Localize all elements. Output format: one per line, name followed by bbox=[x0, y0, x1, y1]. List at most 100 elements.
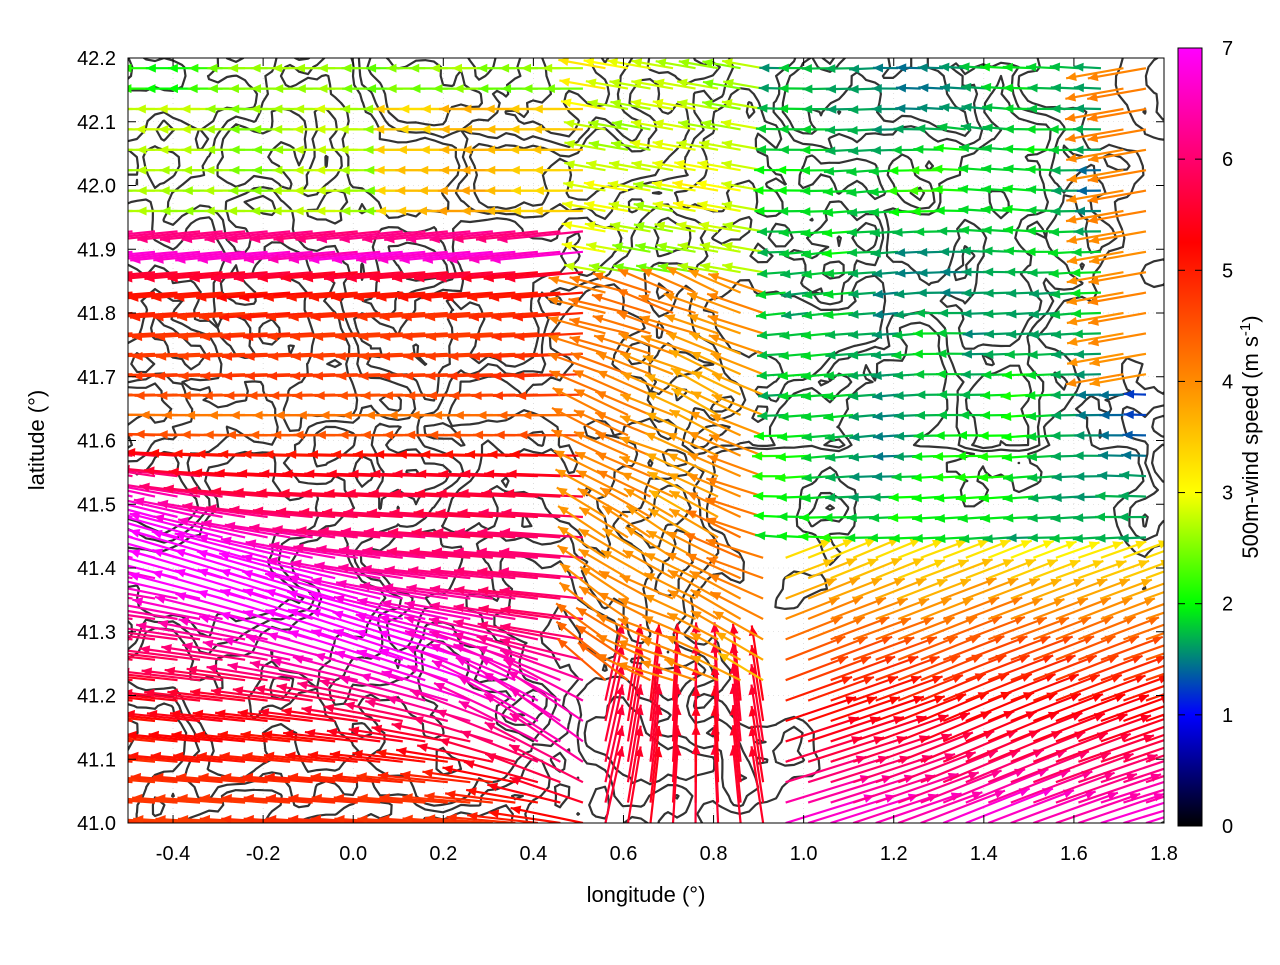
wind-arrow bbox=[92, 145, 133, 154]
wind-arrow bbox=[776, 452, 808, 461]
x-tick-label: 1.8 bbox=[1150, 843, 1178, 865]
y-axis-label: latitude (°) bbox=[24, 390, 49, 491]
y-tick-label: 41.8 bbox=[77, 303, 116, 325]
wind-arrow bbox=[1124, 410, 1146, 419]
x-tick-label: 0.2 bbox=[429, 843, 457, 865]
wind-arrow bbox=[823, 187, 853, 196]
wind-arrow bbox=[1056, 560, 1103, 578]
colorbar-tick-label: 0 bbox=[1222, 816, 1233, 838]
wind-arrow bbox=[68, 391, 133, 400]
y-tick-label: 42.2 bbox=[77, 48, 116, 70]
wind-arrow bbox=[757, 269, 785, 278]
colorbar-tick-label: 7 bbox=[1222, 38, 1233, 60]
wind-arrow bbox=[1073, 63, 1101, 72]
wind-arrow bbox=[69, 604, 155, 619]
colorbar-tick-label: 3 bbox=[1222, 483, 1233, 505]
wind-arrow bbox=[896, 84, 921, 93]
wind-arrow bbox=[921, 560, 969, 579]
wind-arrow bbox=[898, 540, 943, 558]
wind-arrow bbox=[1074, 493, 1101, 502]
wind-arrow bbox=[849, 85, 876, 94]
wind-arrow bbox=[802, 433, 831, 442]
wind-arrow bbox=[848, 330, 876, 339]
wind-arrow bbox=[800, 146, 830, 155]
wind-arrow bbox=[48, 605, 133, 619]
x-tick-label: 0.0 bbox=[339, 843, 367, 865]
wind-arrow bbox=[48, 458, 133, 476]
wind-arrow bbox=[532, 125, 583, 134]
y-tick-label: 41.5 bbox=[77, 494, 116, 516]
wind-arrow bbox=[853, 558, 902, 578]
wind-arrow bbox=[1011, 559, 1058, 578]
wind-arrow bbox=[1011, 540, 1054, 557]
wind-arrow bbox=[1050, 166, 1078, 175]
wind-arrow bbox=[853, 735, 929, 762]
wind-arrow bbox=[871, 249, 899, 258]
wind-arrow bbox=[872, 105, 899, 114]
x-axis-label: longitude (°) bbox=[587, 882, 706, 907]
colorbar-tick-label: 5 bbox=[1222, 260, 1233, 282]
wind-arrow bbox=[94, 207, 132, 216]
colorbar-tick-label: 1 bbox=[1222, 705, 1233, 727]
wind-arrow bbox=[1101, 735, 1177, 762]
wind-arrow bbox=[848, 391, 876, 400]
wind-arrow bbox=[60, 293, 133, 302]
x-tick-label: 0.4 bbox=[519, 843, 547, 865]
wind-arrow bbox=[65, 352, 133, 361]
wind-arrow bbox=[1121, 451, 1146, 460]
wind-arrow bbox=[786, 755, 867, 782]
wind-arrow bbox=[800, 166, 831, 175]
y-tick-label: 42.1 bbox=[77, 112, 116, 134]
wind-arrow bbox=[1078, 560, 1126, 578]
x-tick-label: 0.8 bbox=[700, 843, 728, 865]
wind-arrow bbox=[52, 648, 132, 660]
wind-arrow bbox=[64, 332, 133, 341]
wind-arrow bbox=[917, 288, 944, 297]
wind-arrow bbox=[1124, 390, 1146, 399]
x-tick-label: -0.4 bbox=[156, 843, 190, 865]
colorbar-tick-label: 6 bbox=[1222, 149, 1233, 171]
wind-arrow bbox=[64, 794, 133, 803]
wind-arrow bbox=[1033, 560, 1080, 578]
wind-arrow bbox=[921, 579, 971, 599]
wind-arrow bbox=[898, 560, 945, 579]
wind-arrow bbox=[1074, 431, 1101, 440]
wind-arrow bbox=[872, 330, 898, 339]
wind-arrow bbox=[943, 559, 992, 578]
wind-arrow bbox=[808, 539, 853, 557]
wind-arrow bbox=[1098, 451, 1124, 460]
colorbar-tick-label: 2 bbox=[1222, 594, 1233, 616]
wind-arrow bbox=[1033, 541, 1076, 558]
wind-arrow bbox=[98, 84, 132, 93]
wind-arrow bbox=[917, 104, 943, 113]
wind-arrow bbox=[1026, 185, 1056, 194]
wind-arrow bbox=[517, 430, 583, 439]
wind-arrow bbox=[1051, 411, 1078, 420]
wind-arrow bbox=[64, 773, 133, 782]
wind-arrow bbox=[1074, 472, 1101, 481]
wind-arrow bbox=[757, 227, 786, 236]
y-tick-label: 41.9 bbox=[77, 239, 116, 261]
y-tick-label: 42.0 bbox=[77, 176, 116, 198]
x-tick-label: 0.6 bbox=[610, 843, 638, 865]
colorbar bbox=[1178, 48, 1202, 826]
x-tick-label: -0.2 bbox=[246, 843, 280, 865]
wind-arrow bbox=[1072, 248, 1101, 257]
wind-arrow bbox=[1051, 186, 1078, 195]
x-tick-label: 1.2 bbox=[880, 843, 908, 865]
y-tick-label: 41.1 bbox=[77, 749, 116, 771]
wind-arrow bbox=[1073, 125, 1101, 134]
wind-arrow bbox=[1056, 541, 1100, 557]
wind-arrow bbox=[849, 412, 876, 421]
wind-arrow bbox=[54, 272, 133, 282]
x-tick-label: 1.0 bbox=[790, 843, 818, 865]
wind-arrow bbox=[853, 716, 926, 742]
y-tick-label: 41.4 bbox=[77, 558, 116, 580]
wind-arrow bbox=[895, 104, 920, 113]
wind-arrow bbox=[40, 534, 133, 558]
wind-arrow bbox=[61, 710, 133, 721]
wind-arrow bbox=[966, 540, 1011, 558]
y-tick-label: 41.2 bbox=[77, 686, 116, 708]
